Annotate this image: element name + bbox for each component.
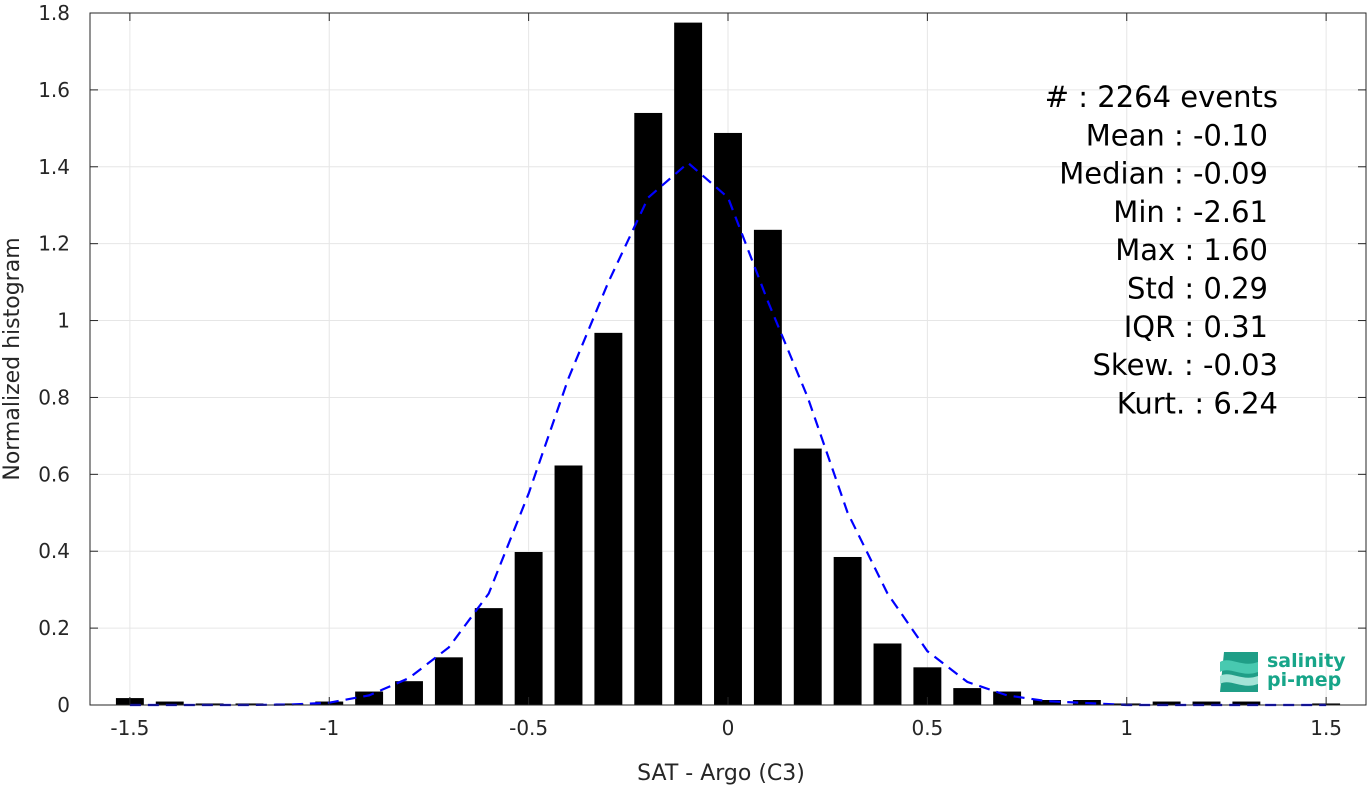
histogram-bar	[1192, 701, 1221, 705]
stats-line: Std : 0.29	[1127, 272, 1268, 306]
stats-line: IQR : 0.31	[1124, 310, 1268, 344]
logo-line2: pi-mep	[1267, 669, 1341, 691]
y-tick-label: 1	[57, 309, 70, 333]
histogram-bar	[434, 657, 463, 705]
histogram-bar	[1033, 700, 1061, 705]
histogram-bar	[514, 551, 543, 705]
y-axis-title: Normalized histogram	[0, 237, 25, 480]
x-tick-label: 1	[1120, 716, 1133, 740]
y-tick-label: 0	[57, 693, 70, 717]
stats-line: Median : -0.09	[1059, 157, 1268, 191]
histogram-bar	[714, 132, 742, 706]
y-tick-label: 0.6	[38, 462, 70, 486]
histogram-bar	[634, 112, 663, 705]
histogram-bar	[594, 332, 623, 705]
histogram-bar	[355, 691, 384, 705]
histogram-bar	[554, 465, 583, 705]
x-axis-ticks: -1.5 -1 -0.5 0 0.5 1 1.5	[110, 13, 1342, 740]
histogram-bar	[1232, 701, 1261, 705]
x-tick-label: -1	[319, 716, 339, 740]
histogram-bar	[953, 688, 982, 705]
stats-line: # : 2264 events	[1045, 80, 1278, 114]
stats-line: Min : -2.61	[1113, 195, 1268, 229]
y-tick-label: 1.2	[38, 232, 70, 256]
stats-line: Mean : -0.10	[1086, 118, 1268, 152]
stats-annotation: # : 2264 events Mean : -0.10 Median : -0.0…	[1045, 80, 1278, 420]
y-tick-label: 0.8	[38, 385, 70, 409]
x-tick-label: -1.5	[110, 716, 149, 740]
histogram-bar	[474, 608, 503, 705]
y-tick-label: 0.4	[38, 539, 70, 563]
histogram-bar	[793, 448, 822, 705]
y-tick-label: 0.2	[38, 616, 70, 640]
stats-line: Skew. : -0.03	[1092, 348, 1278, 382]
histogram-bar	[275, 703, 304, 705]
histogram-bar	[993, 691, 1022, 705]
x-tick-label: 0.5	[911, 716, 943, 740]
x-tick-label: 1.5	[1310, 716, 1342, 740]
histogram-bar	[674, 22, 703, 706]
x-axis-title: SAT - Argo (C3)	[637, 761, 805, 786]
x-tick-label: 0	[722, 716, 735, 740]
histogram-bar	[395, 681, 423, 705]
stats-line: Kurt. : 6.24	[1117, 386, 1278, 420]
y-tick-label: 1.4	[38, 155, 70, 179]
histogram-bar	[753, 229, 782, 705]
histogram-bar	[873, 643, 902, 705]
wave-logo-icon	[1220, 652, 1258, 692]
histogram-bar	[155, 701, 184, 705]
histogram-bar	[1152, 701, 1181, 705]
x-tick-label: -0.5	[509, 716, 548, 740]
y-tick-label: 1.8	[38, 1, 70, 25]
histogram-bar	[833, 556, 862, 705]
salinity-pi-mep-logo: salinity pi-mep	[1220, 650, 1346, 692]
logo-line1: salinity	[1267, 650, 1346, 672]
histogram-bar	[235, 703, 264, 705]
y-axis-ticks: 0 0.2 0.4 0.6 0.8 1 1.2 1.4 1.6 1.8	[38, 1, 1366, 717]
histogram-bars	[115, 22, 1341, 706]
y-tick-label: 1.6	[38, 78, 70, 102]
stats-line: Max : 1.60	[1115, 233, 1268, 267]
